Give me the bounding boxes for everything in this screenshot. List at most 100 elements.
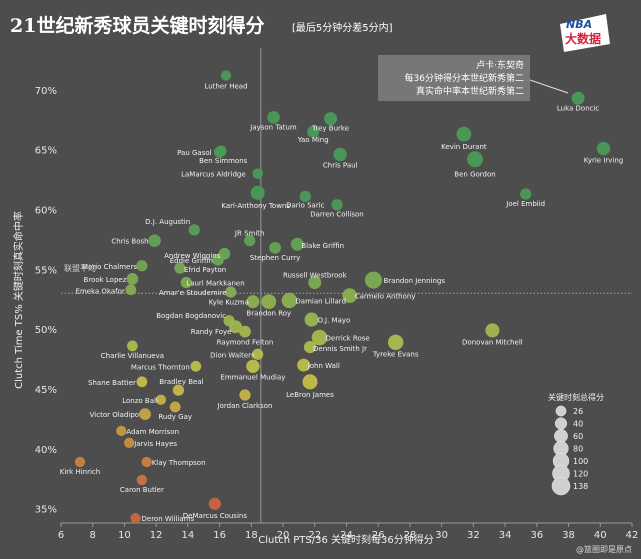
luka-annotation: 卢卡·东契奇 每36分钟得分本世纪新秀第二 真实命中率本世纪新秀第二 [378, 55, 569, 101]
point-label: Charlie Villanueva [101, 352, 164, 360]
data-point [246, 359, 260, 373]
data-point [74, 456, 86, 468]
y-tick-label: 50% [35, 325, 57, 336]
data-point [126, 273, 139, 285]
point-label: LeBron James [286, 391, 334, 399]
point-label: Bogdan Bogdanovic [156, 312, 226, 320]
point-label: Bradley Beal [159, 378, 203, 386]
data-point [141, 456, 152, 468]
data-point [261, 294, 277, 310]
logo-badge [560, 14, 610, 52]
data-point [246, 295, 260, 309]
data-point [596, 141, 611, 156]
data-point [281, 292, 298, 309]
point-label: Lauri Markkanen [186, 280, 244, 288]
data-point [456, 126, 472, 142]
data-point [220, 70, 232, 81]
data-point [125, 284, 137, 296]
x-tick-label: 42 [626, 530, 639, 541]
x-tick-label: 16 [213, 530, 226, 541]
annotation-connector [529, 79, 569, 94]
point-label: Chris Bosh [111, 238, 148, 246]
point-label: Russell Westbrook [283, 272, 348, 280]
x-tick-label: 12 [150, 530, 163, 541]
legend-circle [551, 476, 571, 496]
point-label: Lonzo Ball [122, 397, 158, 405]
legend-title: 关键时刻总得分 [548, 392, 604, 402]
chart-subtitle: [最后5分钟分差5分内] [292, 21, 393, 34]
point-label: Kirk Hinrich [60, 468, 100, 476]
point-label: Efrid Payton [184, 266, 226, 274]
chart-title: 21世纪新秀球员关键时刻得分 [10, 14, 264, 37]
data-point [212, 253, 224, 266]
x-tick-label: 22 [308, 530, 321, 541]
data-point [267, 111, 280, 124]
point-label: Brook Lopez [84, 276, 127, 284]
point-label: Raymond Felton [217, 339, 274, 347]
point-label: Kyle Kuzma [209, 299, 249, 307]
legend-label: 80 [573, 445, 583, 454]
point-label: John Wall [307, 362, 340, 370]
data-point [169, 401, 181, 413]
data-point [252, 348, 264, 360]
data-point [269, 241, 281, 254]
legend-circle [554, 417, 568, 430]
data-point [116, 425, 127, 437]
y-axis-title: Clutch Time TS% 关键时刻真实命中率 [12, 211, 25, 389]
data-point [466, 151, 483, 168]
x-axis-title: Clutch PTS/36 关键时刻每36分钟得分 [258, 533, 434, 546]
data-point [303, 341, 317, 354]
point-label: Marcus Thornton [131, 363, 190, 371]
data-point [342, 288, 358, 304]
data-point [252, 168, 263, 179]
x-tick-label: 38 [562, 530, 575, 541]
data-point [155, 394, 167, 405]
point-label: Ben Simmons [199, 157, 248, 165]
data-point [188, 224, 200, 236]
data-point [239, 325, 251, 338]
point-label: Derrick Rose [326, 335, 370, 343]
data-point [124, 437, 135, 448]
point-label: Emmanuel Mudiay [220, 373, 285, 381]
data-point [174, 262, 186, 274]
x-tick-label: 30 [435, 530, 448, 541]
data-point [190, 360, 202, 372]
point-label: DeMarcus Cousins [183, 512, 248, 520]
point-label: Adam Morrison [126, 428, 179, 436]
point-label: Trey Burke [311, 125, 349, 133]
point-label: Dion Waiters [210, 351, 255, 359]
point-label: Luther Head [204, 83, 247, 91]
x-tick-label: 24 [340, 530, 353, 541]
data-point [180, 276, 192, 289]
point-label: Stephen Curry [250, 254, 300, 262]
x-tick-label: 28 [404, 530, 417, 541]
point-label: Chris Paul [323, 162, 358, 170]
data-point [304, 312, 319, 327]
y-tick-label: 60% [35, 206, 57, 217]
point-label: D.J. Augustin [145, 218, 190, 226]
data-point [239, 389, 251, 401]
point-label: LaMarcus Aldridge [181, 171, 246, 179]
point-label: Eddie Griffin [170, 257, 213, 265]
data-point [331, 199, 343, 211]
point-label: Brandon Roy [246, 310, 291, 318]
point-label: Kyrie Irving [584, 157, 624, 165]
logo-bottom-text: 大数据 [565, 31, 601, 46]
point-label: Jayson Tatum [249, 123, 297, 131]
axis-ticks: 6 8 10 12 14 16 18 20 22 24 26 28 30 32 34 36 38 40 42 35% 4… [35, 86, 639, 541]
x-tick-label: 36 [530, 530, 543, 541]
data-point [148, 234, 161, 247]
credit-text: @篮圈即是原点 [576, 544, 632, 554]
data-point [136, 474, 148, 486]
data-point [311, 329, 328, 346]
logo-top-text: NBA [566, 18, 592, 31]
point-label: Amar'e Stoudemire [159, 289, 227, 297]
data-point [139, 408, 151, 420]
point-label: Carmelo Anthony [355, 293, 416, 301]
data-point [225, 286, 237, 298]
data-point [208, 497, 221, 510]
point-label: Jordan Clarkson [217, 402, 273, 410]
point-label: Deron Williams [142, 515, 195, 523]
annotation-line-3: 真实命中率本世纪新秀第二 [416, 85, 524, 97]
